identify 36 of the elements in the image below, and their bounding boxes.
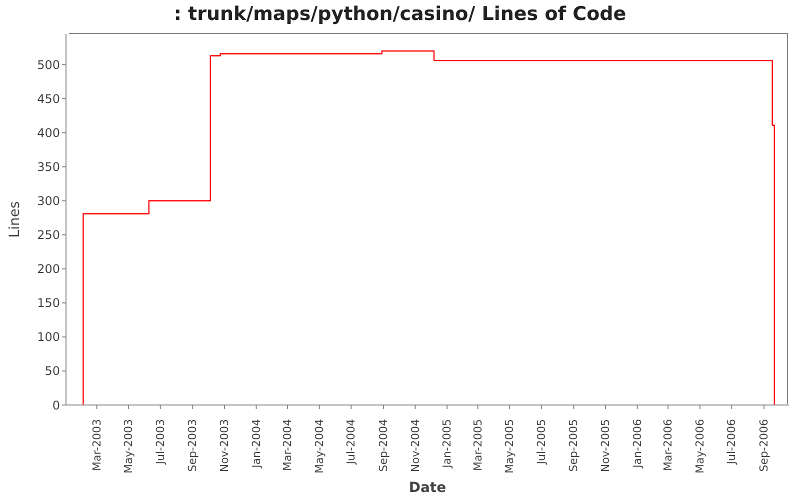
x-tick-label: Jan-2005 [440, 419, 454, 469]
x-tick-label: Mar-2004 [281, 419, 294, 472]
y-tick-label: 300 [37, 194, 60, 208]
x-tick-label: Nov-2005 [599, 419, 612, 472]
y-tick-label: 500 [37, 58, 60, 72]
y-tick-label: 250 [37, 228, 60, 242]
x-tick-label: Jan-2004 [250, 419, 263, 469]
y-tick-label: 50 [44, 364, 60, 378]
y-tick-label: 200 [37, 262, 60, 276]
y-tick-label: 450 [37, 92, 60, 106]
x-tick-label: May-2006 [693, 419, 706, 474]
y-tick-label: 0 [52, 398, 60, 412]
x-axis-title: Date [408, 480, 446, 496]
chart-title: : trunk/maps/python/casino/ Lines of Code [172, 3, 628, 25]
x-tick-label: Mar-2006 [662, 419, 675, 472]
x-tick-label: Mar-2003 [90, 419, 104, 472]
y-tick-label: 150 [37, 296, 60, 310]
x-tick-label: May-2004 [312, 419, 326, 474]
x-tick-label: Sep-2005 [567, 419, 580, 472]
x-tick-label: Sep-2003 [186, 419, 200, 472]
y-tick-label: 100 [37, 330, 60, 344]
x-tick-label: Sep-2004 [376, 419, 390, 472]
x-tick-label: Nov-2003 [218, 419, 231, 472]
x-tick-label: May-2003 [122, 419, 136, 474]
x-tick-label: Jul-2006 [725, 419, 738, 466]
x-tick-label: Jul-2004 [344, 419, 358, 466]
x-tick-label: Jan-2006 [630, 419, 644, 469]
x-tick-label: Nov-2004 [408, 419, 422, 472]
x-tick-label: Sep-2006 [757, 419, 770, 472]
x-tick-label: Jul-2005 [534, 419, 548, 466]
y-axis-title: Lines [6, 201, 23, 238]
x-tick-label: May-2005 [503, 419, 516, 474]
y-tick-label: 400 [37, 126, 60, 140]
x-tick-label: Mar-2005 [471, 419, 484, 472]
x-tick-label: Jul-2003 [154, 419, 167, 466]
y-tick-label: 350 [37, 160, 60, 174]
